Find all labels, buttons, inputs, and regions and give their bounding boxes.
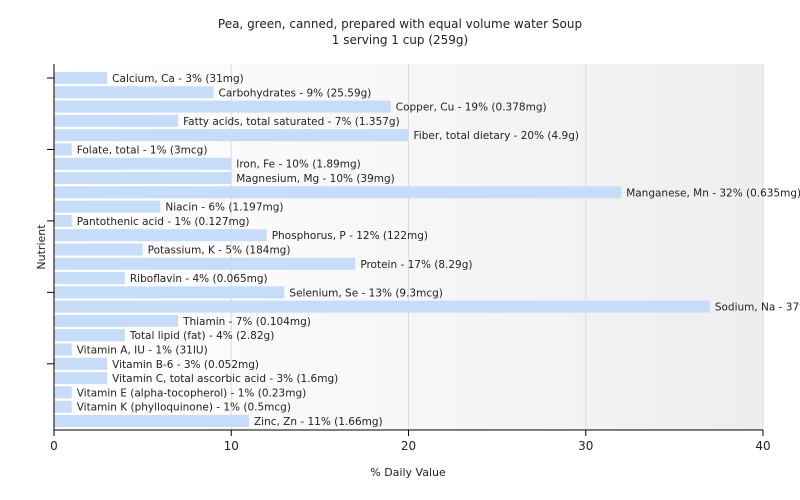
x-axis-label: % Daily Value — [370, 466, 446, 479]
bar-18 — [54, 329, 125, 342]
bars: Calcium, Ca - 3% (31mg) Carbohydrates - 9… — [54, 72, 800, 428]
bar-label-19: Vitamin A, IU - 1% (31IU) — [77, 345, 208, 357]
bar-label-8: Manganese, Mn - 32% (0.635mg) — [626, 187, 800, 199]
bar-label-21: Vitamin C, total ascorbic acid - 3% (1.6… — [112, 373, 338, 385]
bar-label-0: Calcium, Ca - 3% (31mg) — [112, 73, 244, 85]
bar-14 — [54, 272, 125, 285]
bar-11 — [54, 229, 267, 242]
bar-8 — [54, 186, 622, 199]
y-axis-label: Nutrient — [35, 224, 48, 270]
bar-label-3: Fatty acids, total saturated - 7% (1.357… — [183, 116, 400, 128]
bar-19 — [54, 343, 72, 356]
bar-label-4: Fiber, total dietary - 20% (4.9g) — [414, 130, 579, 142]
bar-6 — [54, 157, 232, 170]
bar-label-10: Pantothenic acid - 1% (0.127mg) — [77, 216, 250, 228]
bar-0 — [54, 72, 108, 84]
bar-3 — [54, 114, 179, 127]
bar-label-23: Vitamin K (phylloquinone) - 1% (0.5mcg) — [77, 402, 291, 414]
bar-2 — [54, 100, 391, 113]
bar-label-13: Protein - 17% (8.29g) — [360, 259, 472, 271]
bar-label-20: Vitamin B-6 - 3% (0.052mg) — [112, 359, 259, 371]
x-tick-label-4: 40 — [755, 439, 770, 453]
bar-label-18: Total lipid (fat) - 4% (2.82g) — [129, 330, 274, 342]
bar-label-22: Vitamin E (alpha-tocopherol) - 1% (0.23m… — [77, 387, 307, 399]
bar-17 — [54, 314, 179, 327]
bar-label-12: Potassium, K - 5% (184mg) — [148, 244, 291, 256]
bar-9 — [54, 200, 161, 213]
bar-label-15: Selenium, Se - 13% (9.3mcg) — [289, 287, 442, 299]
bar-16 — [54, 300, 710, 313]
bar-label-1: Carbohydrates - 9% (25.59g) — [219, 87, 372, 99]
bar-1 — [54, 86, 214, 99]
bar-label-6: Iron, Fe - 10% (1.89mg) — [236, 159, 360, 171]
bar-5 — [54, 143, 72, 156]
bar-label-9: Niacin - 6% (1.197mg) — [165, 202, 283, 214]
bar-24 — [54, 414, 249, 427]
bar-7 — [54, 172, 232, 185]
bar-22 — [54, 386, 72, 399]
bar-4 — [54, 129, 409, 142]
x-tick-label-1: 10 — [224, 439, 239, 453]
x-tick-label-0: 0 — [50, 439, 58, 453]
bar-20 — [54, 357, 108, 370]
axes: 0 10 20 30 40 — [47, 64, 771, 453]
bar-label-14: Riboflavin - 4% (0.065mg) — [130, 273, 268, 285]
bar-label-7: Magnesium, Mg - 10% (39mg) — [236, 173, 395, 185]
chart-subtitle: 1 serving 1 cup (259g) — [332, 33, 468, 47]
x-tick-label-3: 30 — [578, 439, 593, 453]
bar-21 — [54, 372, 108, 385]
bar-12 — [54, 243, 143, 256]
x-tick-label-2: 20 — [401, 439, 416, 453]
bar-10 — [54, 214, 72, 227]
bar-label-17: Thiamin - 7% (0.104mg) — [182, 316, 311, 328]
bar-15 — [54, 286, 285, 299]
bar-label-16: Sodium, Na - 37% (891mg) — [715, 302, 800, 314]
bar-label-5: Folate, total - 1% (3mcg) — [77, 144, 208, 156]
chart-title: Pea, green, canned, prepared with equal … — [218, 17, 582, 31]
grid-lines — [230, 64, 764, 430]
bar-label-2: Copper, Cu - 19% (0.378mg) — [396, 102, 547, 114]
bar-label-24: Zinc, Zn - 11% (1.66mg) — [254, 416, 383, 428]
bar-13 — [54, 257, 356, 270]
bar-23 — [54, 400, 72, 413]
bar-label-11: Phosphorus, P - 12% (122mg) — [272, 230, 428, 242]
